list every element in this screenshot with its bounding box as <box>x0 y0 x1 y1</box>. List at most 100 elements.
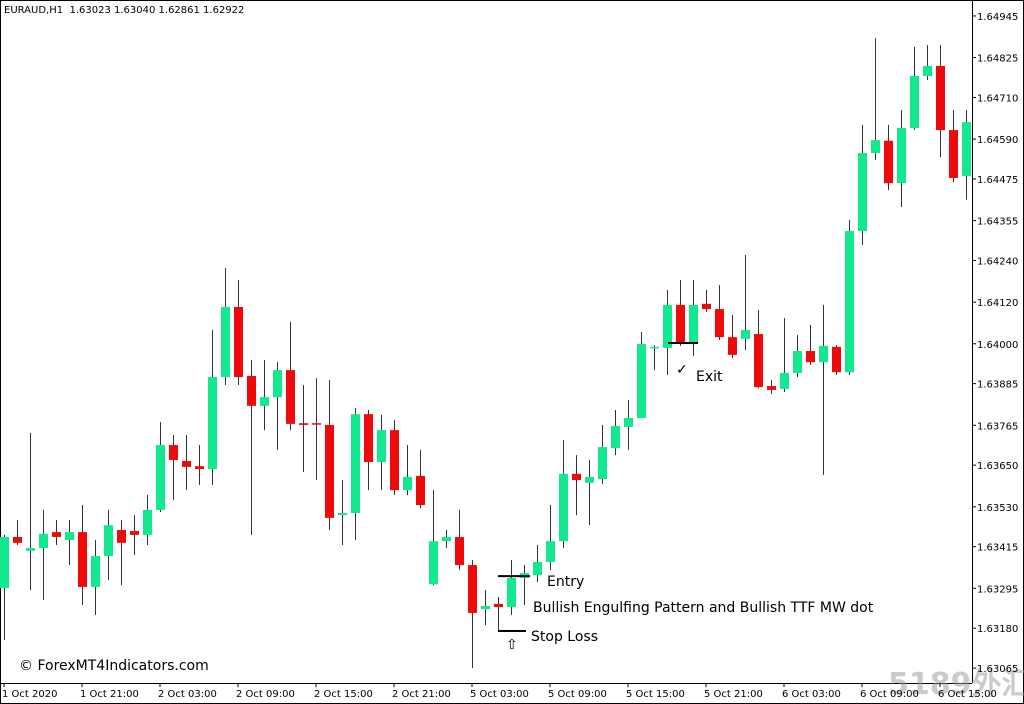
candle-body <box>403 476 412 491</box>
y-tick-label: 1.63765 <box>977 421 1018 432</box>
y-tick-label: 1.64120 <box>977 298 1018 309</box>
x-tick-label: 6 Oct 03:00 <box>782 689 841 700</box>
y-tick-label: 1.64000 <box>977 340 1018 351</box>
candle-body <box>533 561 542 576</box>
candle-body <box>312 423 321 425</box>
candle-body <box>91 556 100 587</box>
candle-body <box>585 476 594 483</box>
candle-body <box>754 334 763 388</box>
candle-body <box>351 414 360 514</box>
candle-body <box>923 65 932 76</box>
y-tick-label: 1.63415 <box>977 543 1018 554</box>
candle-body <box>221 306 230 378</box>
candle-body <box>676 304 685 344</box>
y-tick-label: 1.63530 <box>977 503 1018 514</box>
candle-body <box>806 351 815 363</box>
candle-body <box>65 532 74 541</box>
candle-body <box>104 525 113 557</box>
candle-body <box>832 346 841 373</box>
candle-body <box>559 473 568 542</box>
candle-body <box>0 536 9 588</box>
candle-body <box>793 351 802 373</box>
candle-body <box>871 140 880 153</box>
candle-body <box>936 65 945 131</box>
candle-body <box>728 337 737 355</box>
x-tick-label: 1 Oct 21:00 <box>80 689 139 700</box>
candle-body <box>611 425 620 449</box>
y-tick-label: 1.63885 <box>977 380 1018 391</box>
candle-body <box>260 397 269 406</box>
candle-body <box>169 445 178 460</box>
candle-body <box>286 370 295 424</box>
candle-body <box>273 370 282 398</box>
candle-body <box>455 536 464 566</box>
check-icon: ✓ <box>676 362 688 378</box>
candle-body <box>598 447 607 480</box>
x-tick-label: 1 Oct 2020 <box>2 689 57 700</box>
candle-body <box>195 466 204 469</box>
candle-body <box>494 603 503 608</box>
candle-body <box>767 386 776 390</box>
up-arrow-icon: ⇧ <box>506 637 518 653</box>
candle-body <box>299 423 308 425</box>
candle-body <box>884 140 893 184</box>
candle-body <box>208 377 217 469</box>
x-tick-label: 5 Oct 09:00 <box>548 689 607 700</box>
x-tick-label: 2 Oct 15:00 <box>314 689 373 700</box>
candle-body <box>156 445 165 510</box>
candle-body <box>910 75 919 128</box>
candle-body <box>429 541 438 585</box>
y-tick-label: 1.64825 <box>977 54 1018 65</box>
candle-body <box>663 304 672 348</box>
candle-body <box>468 565 477 613</box>
candle-body <box>858 152 867 232</box>
x-tick-label: 5 Oct 21:00 <box>704 689 763 700</box>
entry-label: Entry <box>547 574 584 590</box>
candle-body <box>715 309 724 338</box>
candle-body <box>416 475 425 506</box>
y-tick-label: 1.63650 <box>977 461 1018 472</box>
y-tick-label: 1.63065 <box>977 664 1018 675</box>
y-tick-label: 1.64590 <box>977 135 1018 146</box>
candle-body <box>78 532 87 587</box>
candle-body <box>897 127 906 184</box>
candle-body <box>130 531 139 535</box>
candle-body <box>377 430 386 463</box>
candle-body <box>52 532 61 537</box>
y-tick-label: 1.63180 <box>977 624 1018 635</box>
pattern-annotation: Bullish Engulfing Pattern and Bullish TT… <box>533 600 874 616</box>
candle-body <box>741 329 750 339</box>
candle-body <box>26 548 35 551</box>
y-tick-label: 1.64240 <box>977 257 1018 268</box>
candle-body <box>650 346 659 349</box>
candle-body <box>325 424 334 518</box>
x-tick-label: 2 Oct 03:00 <box>158 689 217 700</box>
candle-body <box>247 376 256 406</box>
x-tick-label: 5 Oct 03:00 <box>470 689 529 700</box>
candle-body <box>624 417 633 428</box>
candle-body <box>572 473 581 481</box>
copyright: © ForexMT4Indicators.com <box>19 658 209 674</box>
y-tick-label: 1.63295 <box>977 584 1018 595</box>
candle-body <box>481 605 490 610</box>
candle-body <box>117 530 126 543</box>
candle-body <box>364 414 373 463</box>
candle-body <box>143 509 152 535</box>
candle-body <box>338 513 347 516</box>
candle-body <box>13 536 22 543</box>
candle-body <box>949 130 958 178</box>
candle-body <box>39 533 48 549</box>
candle-body <box>689 304 698 345</box>
candle-body <box>780 372 789 389</box>
candle-body <box>442 536 451 542</box>
y-tick-label: 1.64475 <box>977 175 1018 186</box>
y-tick-label: 1.64355 <box>977 217 1018 228</box>
candle-body <box>845 231 854 373</box>
x-tick-label: 6 Oct 15:00 <box>938 689 997 700</box>
exit-label: Exit <box>696 369 723 385</box>
candle-body <box>234 306 243 378</box>
y-tick-label: 1.64945 <box>977 12 1018 23</box>
candle-body <box>702 303 711 310</box>
candle-body <box>182 460 191 467</box>
